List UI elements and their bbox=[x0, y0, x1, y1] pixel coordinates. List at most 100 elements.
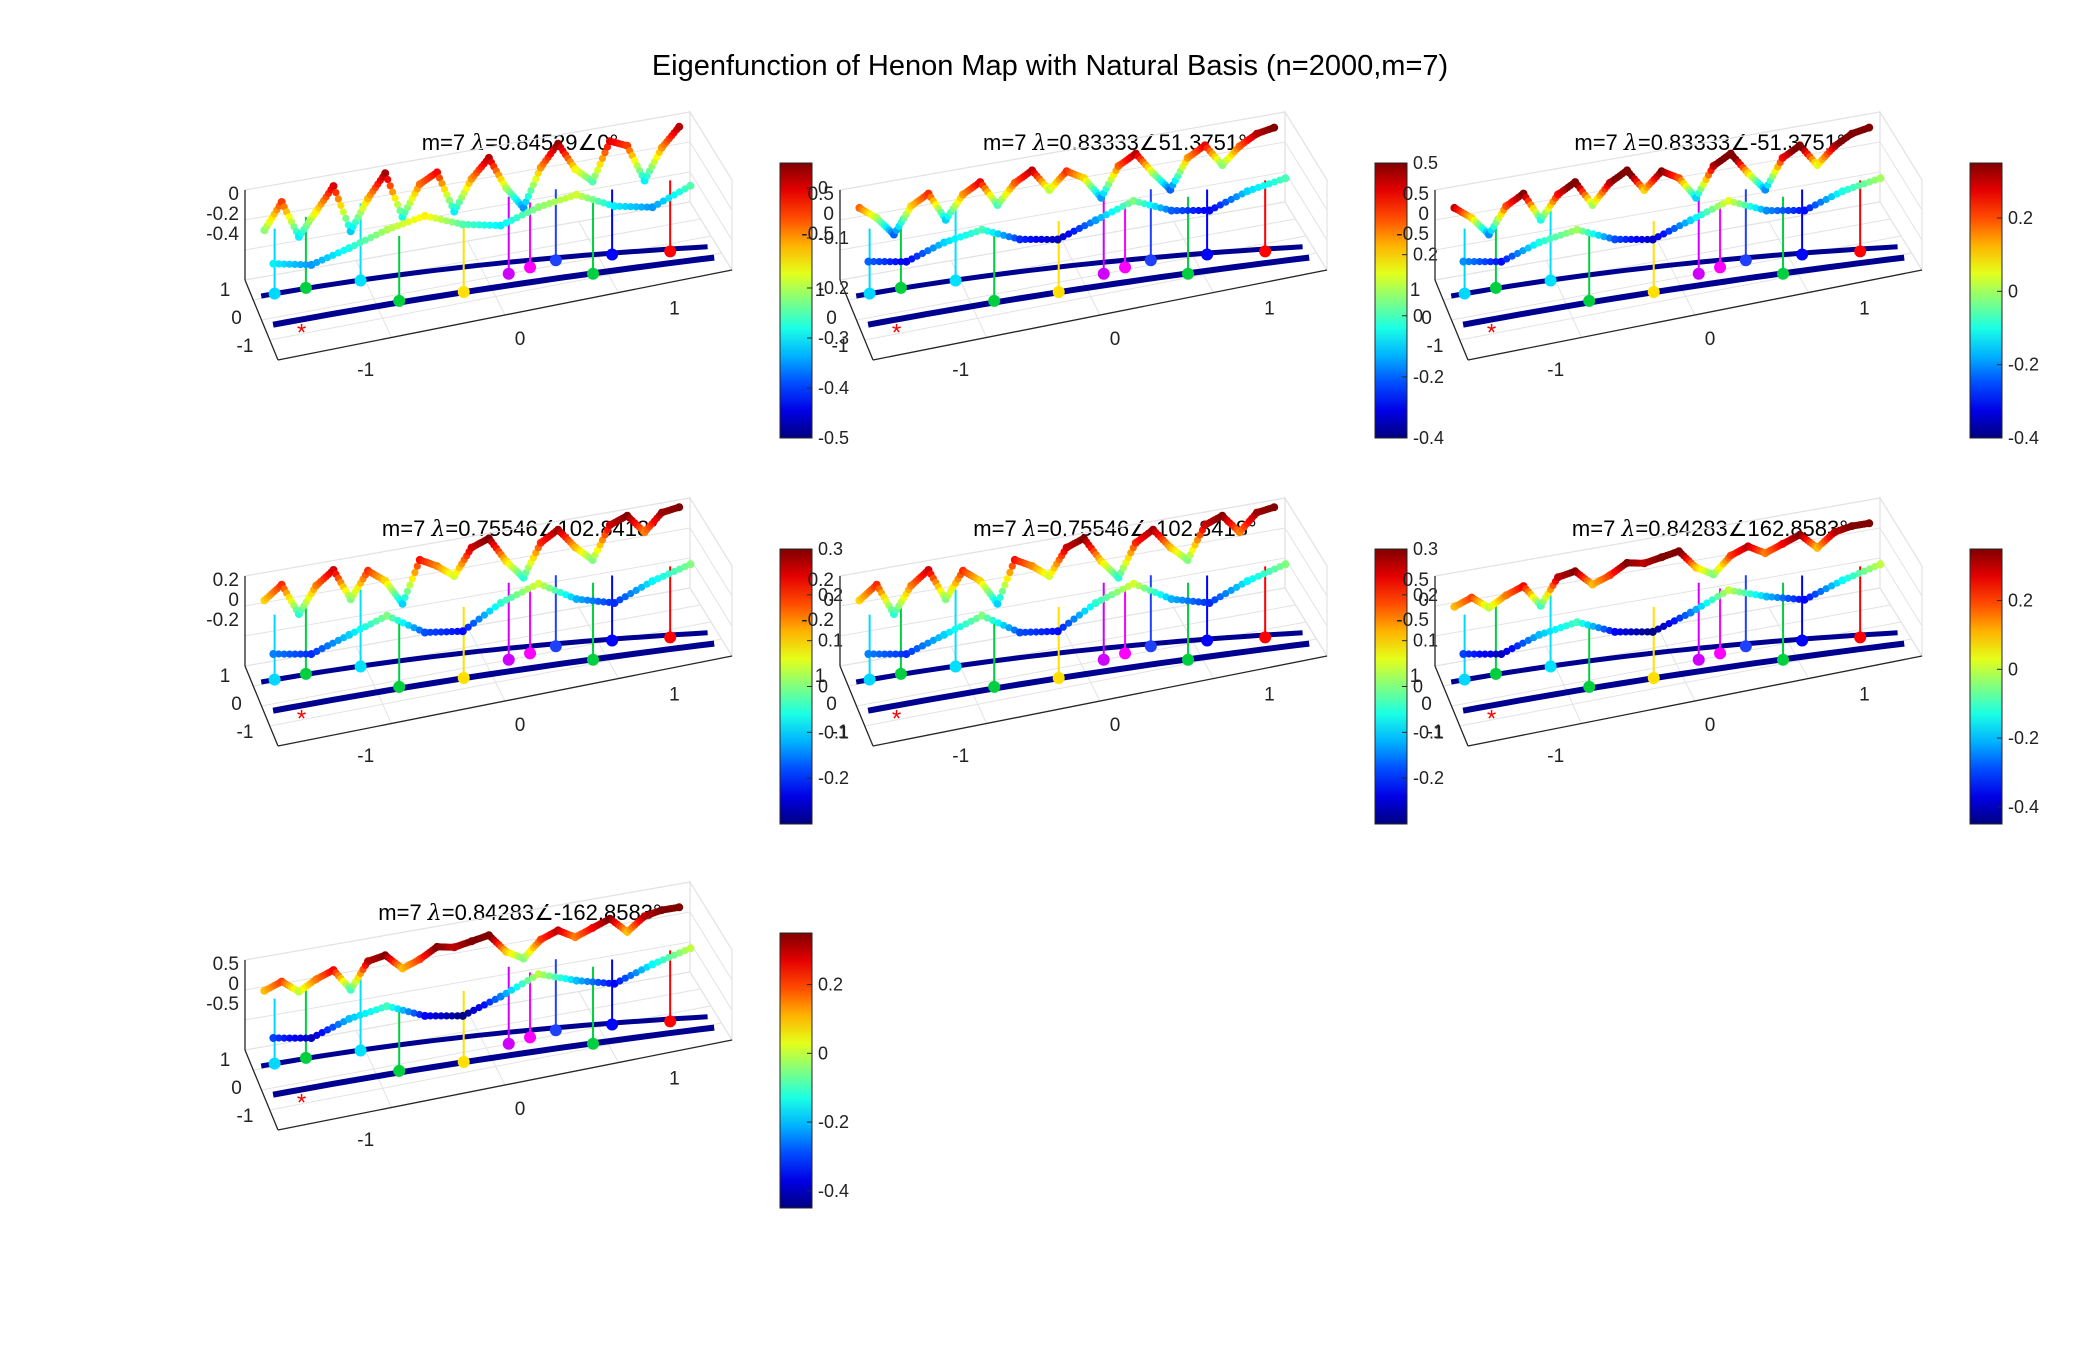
eigenfunction-point bbox=[1714, 202, 1722, 210]
eigenfunction-point bbox=[875, 258, 883, 266]
stem-marker bbox=[988, 294, 1001, 307]
eigenfunction-point bbox=[280, 650, 288, 658]
eigenfunction-point bbox=[583, 194, 591, 202]
stem-marker bbox=[354, 1044, 367, 1057]
eigenfunction-point bbox=[1037, 628, 1046, 636]
eigenfunction-point bbox=[442, 217, 451, 225]
stem-marker bbox=[1796, 248, 1809, 261]
subplot-title-symbol: λ bbox=[431, 517, 446, 542]
stem-marker bbox=[1777, 267, 1790, 280]
eigenfunction-point bbox=[1059, 233, 1067, 241]
eigenfunction-point bbox=[551, 586, 559, 594]
eigenfunction-point bbox=[442, 628, 451, 636]
eigenfunction-point bbox=[1270, 565, 1279, 573]
eigenfunction-point bbox=[350, 1013, 359, 1021]
z-tick-label: -0.2 bbox=[206, 204, 239, 225]
eigenfunction-point bbox=[908, 647, 916, 655]
eigenfunction-point bbox=[638, 203, 646, 211]
eigenfunction-point bbox=[313, 258, 321, 267]
eigenfunction-point bbox=[1146, 586, 1154, 594]
eigenfunction-point bbox=[1513, 249, 1522, 258]
colorbar-tick-label: -0.4 bbox=[2008, 797, 2039, 817]
stem-marker bbox=[1097, 267, 1110, 280]
eigenfunction-point bbox=[1638, 628, 1646, 636]
stem-marker bbox=[1201, 634, 1214, 647]
eigenfunction-point bbox=[381, 169, 390, 178]
eigenfunction-point bbox=[1746, 202, 1754, 210]
eigenfunction-point bbox=[675, 503, 684, 512]
attractor-lower-branch bbox=[272, 640, 715, 714]
eigenfunction-point bbox=[1015, 628, 1024, 637]
colorbar-tick-label: 0.5 bbox=[1413, 153, 1438, 173]
colorbar-tick-label: 0 bbox=[818, 1043, 828, 1063]
eigenfunction-point bbox=[1752, 204, 1760, 212]
eigenfunction-point bbox=[632, 203, 640, 211]
eigenfunction-point bbox=[1070, 615, 1078, 623]
attractor-upper-branch bbox=[260, 244, 708, 299]
eigenfunction-point bbox=[438, 180, 446, 188]
eigenfunction-point bbox=[1860, 567, 1868, 575]
eigenfunction-point bbox=[1540, 237, 1549, 245]
eigenfunction-point bbox=[435, 174, 444, 182]
eigenfunction-point bbox=[1762, 206, 1771, 215]
eigenfunction-point bbox=[1610, 235, 1619, 244]
x-axis-line bbox=[277, 655, 733, 747]
eigenfunction-point bbox=[583, 596, 591, 604]
eigenfunction-point bbox=[1059, 623, 1067, 631]
eigenfunction-point bbox=[591, 172, 599, 180]
eigenfunction-point bbox=[654, 575, 662, 583]
eigenfunction-point bbox=[594, 597, 602, 605]
attractor-upper-branch bbox=[260, 630, 708, 685]
eigenfunction-point bbox=[502, 989, 510, 997]
eigenfunction-point bbox=[1151, 588, 1159, 597]
eigenfunction-point bbox=[598, 154, 607, 162]
stem-marker bbox=[949, 274, 962, 287]
eigenfunction-point bbox=[1015, 235, 1024, 244]
stem-marker bbox=[587, 653, 600, 666]
stem-marker bbox=[1097, 653, 1110, 666]
eigenfunction-point bbox=[432, 1012, 440, 1020]
subplot-title-value: =0.84283∠-162.8583° bbox=[441, 900, 662, 925]
eigenfunction-point bbox=[1027, 628, 1035, 636]
subplot-title-symbol: λ bbox=[1623, 131, 1638, 156]
colorbar-tick-label: 0 bbox=[2008, 281, 2018, 301]
x-axis-line bbox=[872, 269, 1328, 361]
eigenfunction-point bbox=[654, 200, 662, 208]
eigenfunction-point bbox=[1178, 596, 1186, 604]
eigenfunction-point bbox=[1075, 224, 1083, 233]
y-tick-label: 1 bbox=[220, 666, 231, 687]
stem-marker bbox=[606, 634, 619, 647]
eigenfunction-point bbox=[601, 149, 609, 157]
colorbar-tick-label: 0.2 bbox=[1413, 245, 1438, 265]
eigenfunction-point bbox=[518, 980, 526, 988]
eigenfunction-point bbox=[1600, 625, 1608, 633]
eigenfunction-point bbox=[589, 597, 597, 605]
eigenfunction-point bbox=[686, 181, 695, 190]
eigenfunction-point bbox=[386, 182, 394, 190]
eigenfunction-point bbox=[399, 619, 407, 627]
eigenfunction-point bbox=[589, 196, 597, 204]
eigenfunction-point bbox=[413, 562, 421, 570]
eigenfunction-point bbox=[627, 203, 635, 211]
eigenfunction-point bbox=[551, 973, 559, 981]
eigenfunction-point bbox=[1003, 575, 1011, 583]
eigenfunction-point bbox=[1211, 204, 1219, 212]
eigenfunction-point bbox=[1265, 180, 1273, 188]
eigenfunction-point bbox=[983, 614, 991, 622]
colorbar-tick-label: 0.2 bbox=[1413, 585, 1438, 605]
eigenfunction-point bbox=[638, 966, 646, 974]
x-tick-label: 0 bbox=[1705, 715, 1716, 736]
z-tick-label: 0 bbox=[1418, 590, 1429, 611]
eigenfunction-point bbox=[1546, 627, 1554, 635]
eigenfunction-point bbox=[956, 233, 964, 241]
colorbar-tick-label: 0.1 bbox=[1413, 631, 1438, 651]
attractor-lower-branch bbox=[272, 254, 715, 328]
eigenfunction-point bbox=[1205, 599, 1214, 607]
eigenfunction-point bbox=[1600, 233, 1608, 241]
eigenfunction-point bbox=[524, 208, 532, 216]
stem-marker bbox=[1144, 640, 1157, 653]
subplot-4: m=7 λ=0.75546∠102.8418° -1 0 1 -1 0 1 0.2 0 -0.2 *… bbox=[206, 495, 1040, 856]
eigenfunction-point bbox=[532, 175, 540, 183]
